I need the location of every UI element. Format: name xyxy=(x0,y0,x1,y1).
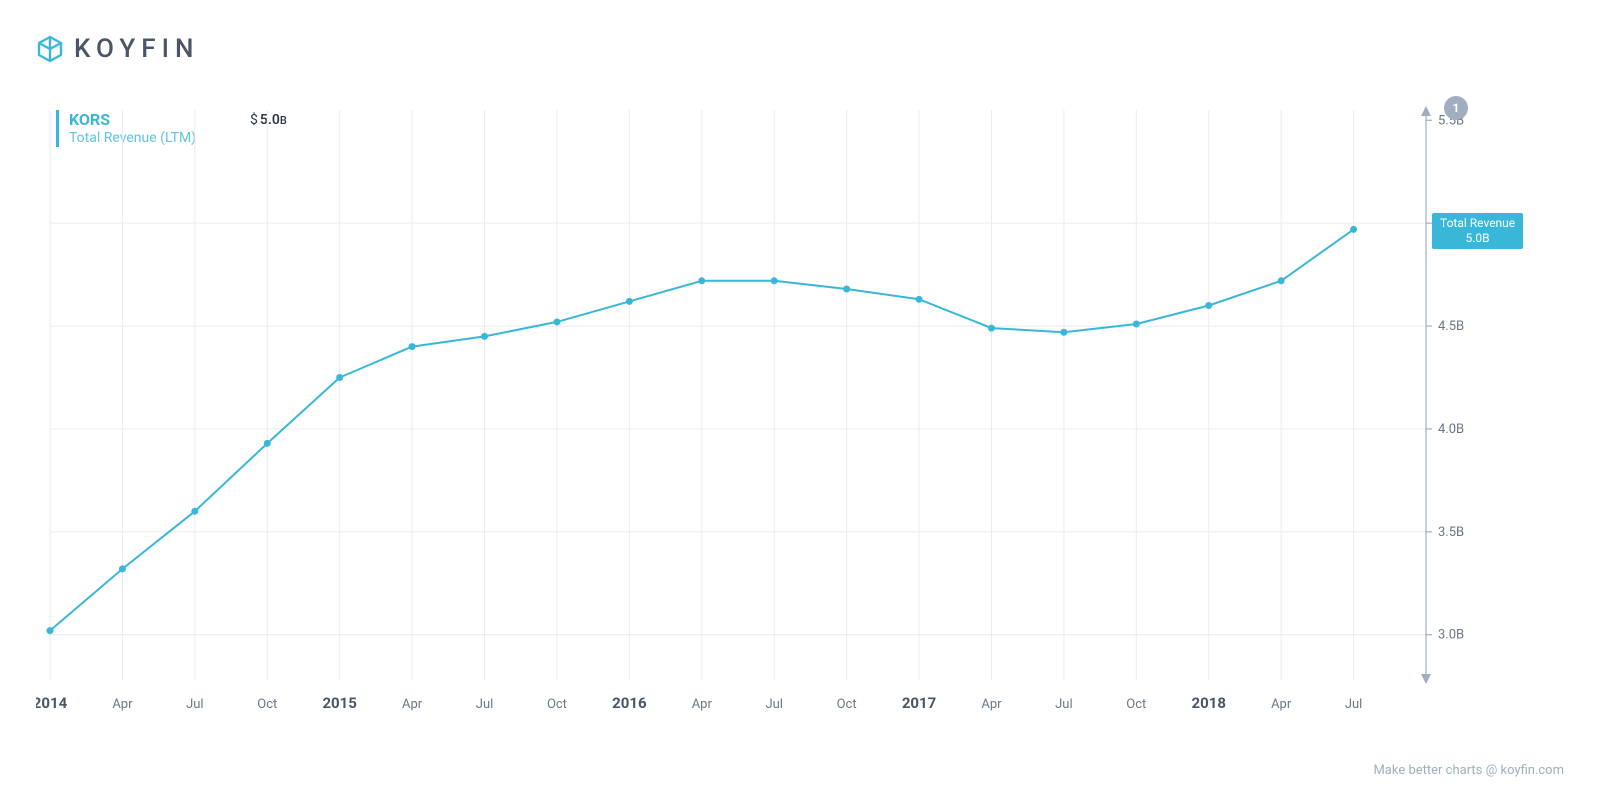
svg-text:Jul: Jul xyxy=(1055,697,1073,712)
svg-text:2017: 2017 xyxy=(902,694,936,712)
brand-name: KOYFIN xyxy=(74,34,199,64)
svg-text:Oct: Oct xyxy=(547,697,567,712)
footer-attribution: Make better charts @ koyfin.com xyxy=(1373,763,1564,778)
svg-text:2015: 2015 xyxy=(322,694,356,712)
svg-text:Jul: Jul xyxy=(186,697,204,712)
svg-text:Jul: Jul xyxy=(476,697,494,712)
svg-text:3.0B: 3.0B xyxy=(1438,628,1464,643)
value-callout: Total Revenue5.0B xyxy=(1432,213,1523,249)
svg-text:Apr: Apr xyxy=(112,697,133,712)
svg-text:Oct: Oct xyxy=(257,697,277,712)
svg-text:Jul: Jul xyxy=(765,697,783,712)
svg-text:Jul: Jul xyxy=(1345,697,1363,712)
line-chart: 3.0B3.5B4.0B4.5B5.0B5.5B2014AprJulOct201… xyxy=(36,100,1536,740)
svg-text:4.5B: 4.5B xyxy=(1438,319,1464,334)
svg-text:Oct: Oct xyxy=(1126,697,1146,712)
series-rank-badge: 1 xyxy=(1444,96,1468,120)
svg-text:Apr: Apr xyxy=(1271,697,1292,712)
koyfin-logo-icon xyxy=(36,35,64,63)
svg-text:3.5B: 3.5B xyxy=(1438,525,1464,540)
chart-svg: 3.0B3.5B4.0B4.5B5.0B5.5B2014AprJulOct201… xyxy=(36,100,1536,740)
svg-text:Apr: Apr xyxy=(981,697,1002,712)
svg-text:Apr: Apr xyxy=(692,697,713,712)
svg-text:Apr: Apr xyxy=(402,697,423,712)
brand-logo: KOYFIN xyxy=(36,34,199,64)
svg-text:2014: 2014 xyxy=(36,694,68,712)
svg-text:2018: 2018 xyxy=(1192,694,1226,712)
svg-text:4.0B: 4.0B xyxy=(1438,422,1464,437)
svg-text:2016: 2016 xyxy=(612,694,647,712)
svg-text:Oct: Oct xyxy=(837,697,857,712)
